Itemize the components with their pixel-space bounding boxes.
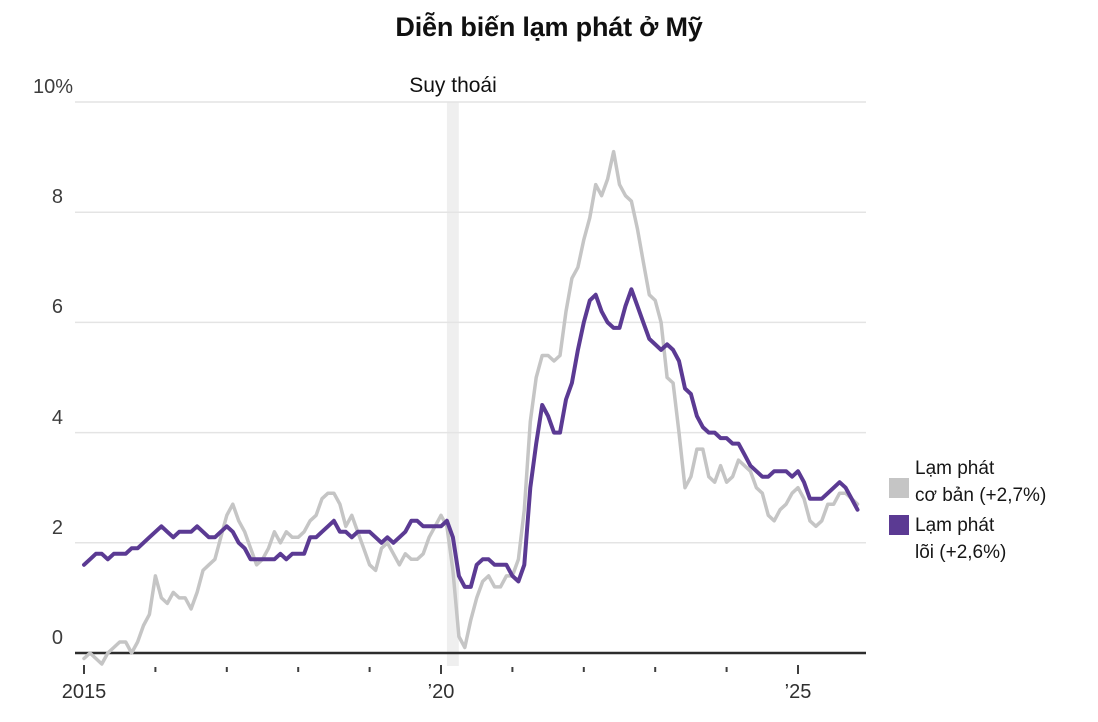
recession-annotation-label: Suy thoái (409, 74, 497, 97)
legend-label-core-line1: Lạm phát (915, 515, 995, 536)
legend: Lạm phát cơ bản (+2,7%) Lạm phát lõi (+2… (889, 455, 1089, 569)
core-series-line (82, 287, 860, 589)
y-tick-label-8: 8 (51, 186, 63, 209)
x-tick-label-2015: 2015 (61, 681, 107, 703)
recession-band (446, 102, 459, 666)
chart-title: Diễn biến lạm phát ở Mỹ (395, 12, 703, 42)
y-tick-label-4: 4 (51, 406, 63, 429)
x-tick-label-2020: ’20 (427, 681, 455, 703)
y-tick-label-0: 0 (51, 627, 63, 649)
legend-entry-headline: Lạm phát cơ bản (+2,7%) (889, 455, 1089, 509)
legend-label-headline-line1: Lạm phát (915, 458, 995, 479)
legend-entry-core: Lạm phát lõi (+2,6%) (889, 512, 1089, 566)
headline-series-swatch (889, 478, 909, 498)
headline-series-line (82, 149, 860, 666)
legend-label-core-line2: lõi (+2,6%) (915, 542, 1007, 563)
y-tick-label-10: 10% (32, 76, 73, 98)
x-tick-label-2025: ’25 (784, 681, 812, 703)
core-series-swatch (889, 515, 909, 535)
y-tick-label-2: 2 (51, 516, 63, 539)
legend-label-headline-line2: cơ bản (+2,7%) (915, 485, 1047, 506)
y-tick-label-6: 6 (51, 296, 63, 319)
